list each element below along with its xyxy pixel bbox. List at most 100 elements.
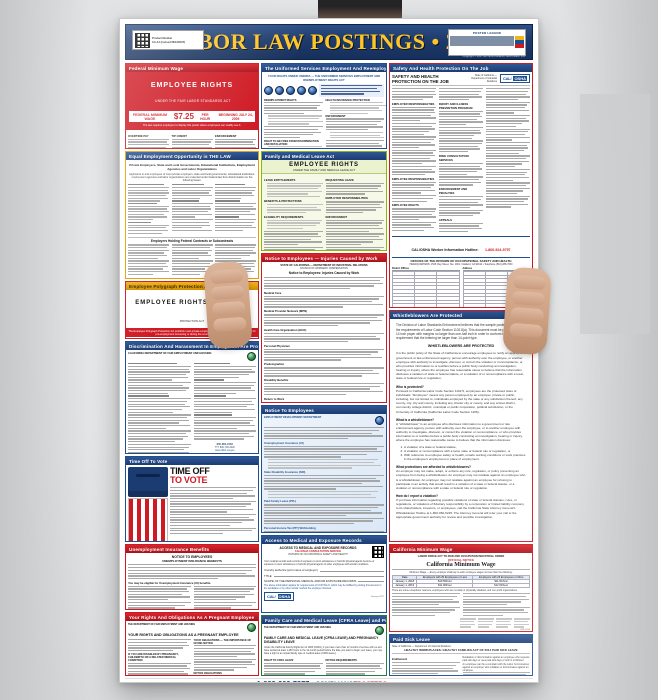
- injuries-agency: STATE OF CALIFORNIA — DEPARTMENT OF INDU…: [280, 264, 368, 268]
- nte-agency: EMPLOYMENT DEVELOPMENT DEPARTMENT: [264, 416, 322, 420]
- panel-notice-injuries-caused-by-work[interactable]: Notice to Employees — Injuries Caused by…: [261, 253, 387, 403]
- osha-office-subtitle: HEADQUARTERS: 1515 Clay Street, Ste. 190…: [409, 262, 513, 266]
- amer-ack-field-1[interactable]: [319, 569, 384, 572]
- panel-title-polygraph: Employee Polygraph Protection Act: [126, 282, 258, 291]
- dfeh-seal-icon: [247, 352, 256, 362]
- panel-access-medical-exposure-records[interactable]: Access to Medical and Exposure Records A…: [261, 535, 387, 613]
- panel-family-care-medical-leave-cfra[interactable]: Family Care and Medical Leave (CFRA Leav…: [261, 615, 387, 676]
- whistleblower-a1: Pursuant to California Labor Code Sectio…: [396, 388, 523, 414]
- panel-time-off-to-vote[interactable]: Time Off To Vote TIME OFF TO VOTE: [125, 456, 259, 542]
- panel-family-medical-leave-act[interactable]: Family and Medical Leave Act EMPLOYEE RI…: [261, 151, 387, 251]
- cal-osha-badge-osha: OSHA: [277, 594, 292, 600]
- camw-wage-table: Date Employers with 25 Employees or Less…: [391, 575, 530, 589]
- whistleblower-q4: How do I report a violation?: [396, 494, 438, 499]
- panel-california-minimum-wage[interactable]: California Minimum Wage LABOR FORCE ACT …: [389, 544, 533, 632]
- dfeh-seal-icon: [247, 623, 256, 633]
- injuries-agency2: DIVISION OF WORKERS' COMPENSATION: [300, 267, 348, 271]
- panel-uniformed-services-rights[interactable]: The Uniformed Services Employment And Re…: [261, 63, 387, 149]
- panel-title-unemployment-insurance: Unemployment Insurance Benefits: [126, 545, 258, 554]
- injuries-section-predesignation: Predesignation: [264, 362, 285, 367]
- dfeh-phone: 800-884-1684: [216, 442, 233, 446]
- federal-wage-per: PER HOUR: [200, 112, 211, 121]
- service-seal-coastguard-icon: [308, 86, 317, 96]
- cfra-heading: FAMILY CARE AND MEDICAL LEAVE (CFRA LEAV…: [264, 636, 379, 645]
- fmla-banner-heading: EMPLOYEE RIGHTS: [289, 161, 359, 168]
- panel-title-fmla: Family and Medical Leave Act: [262, 152, 386, 161]
- dfeh-website: www.dfeh.ca.gov: [214, 448, 235, 452]
- safety-agency: State of California — Department of Indu…: [471, 74, 497, 84]
- cal-osha-badge-cal: CAL/: [502, 76, 512, 82]
- table-row: [391, 303, 460, 307]
- whistleblower-a3: An employer may not make, adopt, or enfo…: [396, 469, 526, 490]
- panel-whistleblowers-protected[interactable]: Whistleblowers Are Protected The Divisio…: [389, 310, 533, 542]
- ballot-box-icon: [128, 467, 168, 498]
- nte-section-sdi: State Disability Insurance (SDI): [264, 470, 306, 475]
- psl-section-retaliation: Retaliation or discrimination against an…: [462, 655, 530, 662]
- flag-stripes-art: [128, 498, 168, 541]
- poster-footer-brand[interactable]: COMPLIANCEPOSTERS.com: [315, 681, 402, 682]
- panel-safety-health-protection[interactable]: Safety And Health Protection On The Job …: [389, 63, 533, 308]
- cfra-section-right: RIGHT TO CFRA LEAVE: [264, 658, 294, 662]
- whistleblower-q2: What is a whistleblower?: [396, 417, 434, 422]
- ui-heading: NOTICE TO EMPLOYEES: [171, 555, 213, 560]
- injuries-heading: Notice to Employees: Injuries Caused by …: [288, 271, 360, 276]
- fmla-section-requesting-leave: REQUESTING LEAVE: [325, 177, 354, 182]
- cfra-section-notice: NOTICE REQUIREMENTS: [325, 658, 357, 662]
- amer-ack-field-3[interactable]: [358, 579, 384, 583]
- psl-heading: HEALTHY WORKPLACES / HEALTHY FAMILIES AC…: [392, 648, 530, 655]
- poster-body: Federal Minimum Wage EMPLOYEE RIGHTS UND…: [125, 63, 533, 676]
- ui-section-eligibility: You may be eligible for Unemployment Ins…: [128, 580, 212, 585]
- fmla-section-leave-entitlements: LEAVE ENTITLEMENTS: [264, 177, 296, 182]
- list-item: With reference to employee safety or hea…: [404, 453, 526, 461]
- panel-unemployment-insurance-benefits[interactable]: Unemployment Insurance Benefits NOTICE T…: [125, 544, 259, 610]
- brand-part-dotcom: .com: [387, 681, 402, 682]
- injuries-section-mpn: Medical Provider Network (MPN): [264, 309, 308, 314]
- poster-column-left: Federal Minimum Wage EMPLOYEE RIGHTS UND…: [125, 63, 259, 676]
- background-shadow-right: [558, 0, 658, 700]
- eeo-lead: Applicants to and employees of most priv…: [129, 173, 255, 183]
- osha-table-header-district: District Offices: [392, 267, 460, 271]
- userra-heading: YOUR RIGHTS UNDER USERRA — THE UNIFORMED…: [267, 74, 381, 83]
- cfra-agency: THE DEPARTMENT OF FAIR EMPLOYMENT AND HO…: [264, 626, 332, 630]
- eeo-intro: Private Employers, State and Local Gover…: [129, 163, 255, 172]
- panel-title-userra: The Uniformed Services Employment And Re…: [262, 64, 386, 73]
- camw-r2-date: January 1, 2019: [391, 583, 418, 589]
- poster-title: LABOR LAW POSTINGS • 2018: [166, 29, 492, 54]
- panel-paid-sick-leave[interactable]: Paid Sick Leave State of California — De…: [389, 634, 533, 676]
- poster-footer-phone: 1-888-306-7377: [257, 681, 310, 682]
- flsa-section-enforcement: ENFORCEMENT: [215, 133, 237, 138]
- panel-title-time-off-to-vote: Time Off To Vote: [126, 457, 258, 466]
- panel-federal-minimum-wage[interactable]: Federal Minimum Wage EMPLOYEE RIGHTS UND…: [125, 63, 259, 149]
- list-item: A violation or noncompliance with a loca…: [404, 449, 526, 453]
- panel-discrimination-harassment[interactable]: Discrimination And Harassment In Employm…: [125, 341, 259, 454]
- eeo-subsection-federal-contracts: Employers Holding Federal Contracts or S…: [128, 236, 256, 243]
- table-row: January 1, 2019 $11.00/hour $12.00/hour: [391, 583, 530, 589]
- osha-district-offices-table: [391, 271, 460, 307]
- cfra-section-intro: Under the California Family Rights Act o…: [264, 646, 383, 656]
- injuries-section-personal-physician: Personal Physician: [264, 343, 290, 348]
- panel-notice-to-employees[interactable]: Notice To Employees EMPLOYMENT DEVELOPME…: [261, 405, 387, 533]
- panel-title-notice-to-employees: Notice To Employees: [262, 406, 386, 415]
- poster-column-middle: The Uniformed Services Employment And Re…: [261, 63, 387, 676]
- amer-ack-label-2: TITLE: [264, 573, 272, 578]
- camw-agency: LABOR FORCE ACT TO PAID AND OCCUPATION I…: [417, 555, 505, 559]
- shirt-fold-right: [580, 94, 650, 334]
- fmla-section-eligibility: ELIGIBILITY REQUIREMENTS: [264, 214, 304, 219]
- legend-color-swatches: [515, 36, 524, 48]
- federal-wage-amount: $7.25: [173, 112, 194, 122]
- amer-body: Your medical records and records of expo…: [264, 560, 375, 567]
- poster-column-right: Safety And Health Protection On The Job …: [389, 63, 533, 676]
- nte-section-pfl: Paid Family Leave (PFL): [264, 499, 297, 504]
- whistleblower-a2: A "whistleblower" is an employee who dis…: [396, 421, 523, 443]
- legend-line: [450, 42, 514, 44]
- labor-law-poster[interactable]: Product Number CA-A1 (revised 06/13/2017…: [119, 18, 539, 683]
- pregnancy-section-1: IF YOU ARE DISABLED BY PREGNANCY, CHILDB…: [128, 652, 179, 662]
- person-hand-left: [203, 260, 253, 350]
- safety-heading: SAFETY AND HEALTH PROTECTION ON THE JOB: [392, 74, 449, 85]
- panel-pregnant-employee-rights[interactable]: Your Rights And Obligations As A Pregnan…: [125, 612, 259, 676]
- amer-link-note[interactable]: The above information applies for requir…: [264, 584, 382, 591]
- polygraph-banner-heading: EMPLOYEE RIGHTS: [135, 300, 208, 307]
- amer-ack-field-2[interactable]: [273, 574, 384, 578]
- panel-equal-employment-opportunity[interactable]: Equal Employment Opportunity is THE LAW …: [125, 151, 259, 279]
- federal-wage-note: The law requires employers to display th…: [142, 124, 242, 128]
